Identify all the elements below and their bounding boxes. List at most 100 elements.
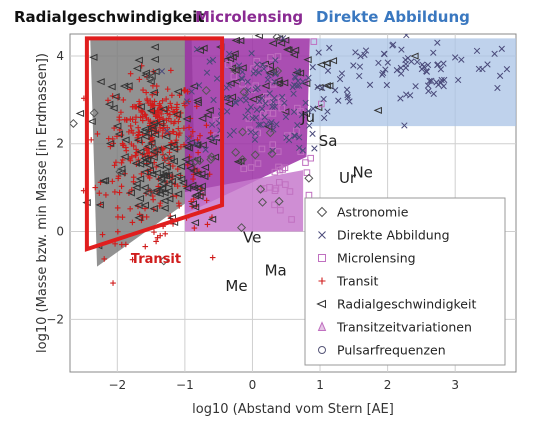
data-point [346, 98, 353, 105]
data-point [309, 64, 316, 71]
data-point [118, 160, 125, 166]
data-point [336, 75, 344, 83]
data-point [182, 115, 191, 123]
data-point [195, 149, 201, 156]
legend-marker [318, 254, 326, 262]
data-point [146, 107, 156, 115]
data-point [366, 81, 374, 88]
data-point [168, 67, 174, 74]
data-point [324, 67, 332, 74]
data-point [277, 206, 284, 214]
data-point [197, 170, 206, 178]
data-point [155, 162, 164, 170]
data-point [257, 121, 264, 128]
data-point [174, 183, 181, 189]
data-point [274, 148, 282, 155]
data-point [230, 65, 240, 75]
data-point [140, 184, 149, 192]
data-point [208, 121, 216, 128]
data-point [274, 76, 283, 84]
y-tick-label: −2 [46, 312, 64, 326]
data-point [225, 55, 235, 63]
data-point [142, 112, 149, 118]
data-point [271, 103, 279, 110]
legend-marker [316, 299, 326, 309]
data-point [195, 46, 205, 54]
data-point [361, 51, 368, 58]
data-point [262, 100, 269, 107]
data-point [137, 114, 144, 121]
data-point [248, 50, 255, 57]
data-point [276, 166, 284, 174]
header-radialgeschwindigkeit: Radialgeschwindigkeit [14, 8, 205, 26]
data-point [435, 81, 442, 88]
data-point [87, 117, 96, 126]
data-point [259, 61, 266, 69]
data-point [151, 229, 157, 235]
data-point [298, 111, 306, 119]
data-point [166, 115, 172, 122]
data-point [112, 189, 118, 195]
data-point [160, 152, 170, 162]
data-point [130, 130, 136, 136]
data-point [135, 194, 145, 203]
data-point [147, 72, 156, 80]
data-point [157, 200, 164, 206]
data-point [226, 79, 235, 87]
data-point [158, 145, 165, 152]
data-point [203, 197, 210, 204]
data-point [294, 122, 301, 129]
data-point [242, 93, 250, 100]
data-point [245, 86, 252, 94]
data-point [162, 163, 171, 171]
data-point [115, 228, 121, 235]
data-point [225, 61, 232, 68]
data-point [282, 181, 289, 188]
data-point [303, 169, 311, 176]
data-point [382, 66, 389, 73]
data-point [325, 82, 334, 90]
data-point [181, 125, 187, 131]
data-point [279, 35, 287, 42]
data-point [183, 98, 191, 105]
data-point [275, 178, 283, 186]
data-point [272, 57, 279, 64]
planet-label-ne: Ne [352, 164, 372, 182]
data-point [94, 131, 101, 137]
data-point [430, 90, 437, 97]
data-point [160, 197, 169, 205]
data-point [186, 164, 195, 172]
data-point [428, 77, 435, 84]
data-point [75, 109, 85, 117]
data-point [254, 160, 262, 167]
data-point [176, 162, 186, 171]
data-point [143, 142, 153, 150]
data-point [119, 157, 126, 163]
data-point [133, 152, 139, 159]
data-point [430, 49, 437, 56]
data-point [247, 164, 255, 171]
data-point [178, 144, 184, 150]
data-point [258, 94, 265, 102]
data-point [123, 147, 130, 154]
data-point [181, 100, 187, 107]
data-point [149, 89, 159, 97]
legend: Astronomie Direkte Abbildung Microlensing T… [304, 197, 506, 366]
data-point [384, 59, 391, 66]
data-point [250, 150, 260, 160]
data-point [119, 82, 129, 90]
data-point [107, 83, 116, 91]
data-point [210, 135, 218, 142]
data-point [239, 68, 246, 76]
data-point [109, 178, 116, 185]
data-point [307, 154, 314, 162]
data-point [268, 119, 275, 126]
data-point [213, 116, 221, 124]
data-point [299, 147, 307, 154]
data-point [389, 42, 396, 49]
data-point [127, 116, 134, 122]
data-point [253, 106, 261, 113]
data-point [397, 95, 404, 102]
y-tick-label: 2 [56, 137, 64, 151]
data-point [344, 91, 351, 99]
